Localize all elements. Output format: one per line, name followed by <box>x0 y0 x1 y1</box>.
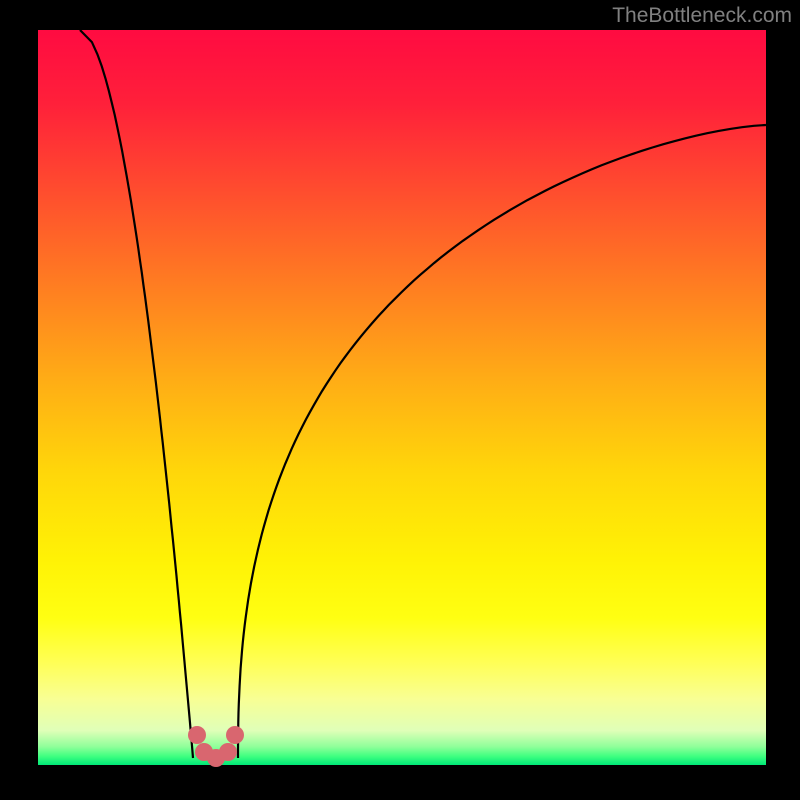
valley-marker <box>188 726 206 744</box>
valley-marker <box>219 743 237 761</box>
valley-marker <box>226 726 244 744</box>
plot-gradient-background <box>38 30 766 765</box>
bottleneck-chart <box>0 0 800 800</box>
watermark-text: TheBottleneck.com <box>612 4 792 28</box>
